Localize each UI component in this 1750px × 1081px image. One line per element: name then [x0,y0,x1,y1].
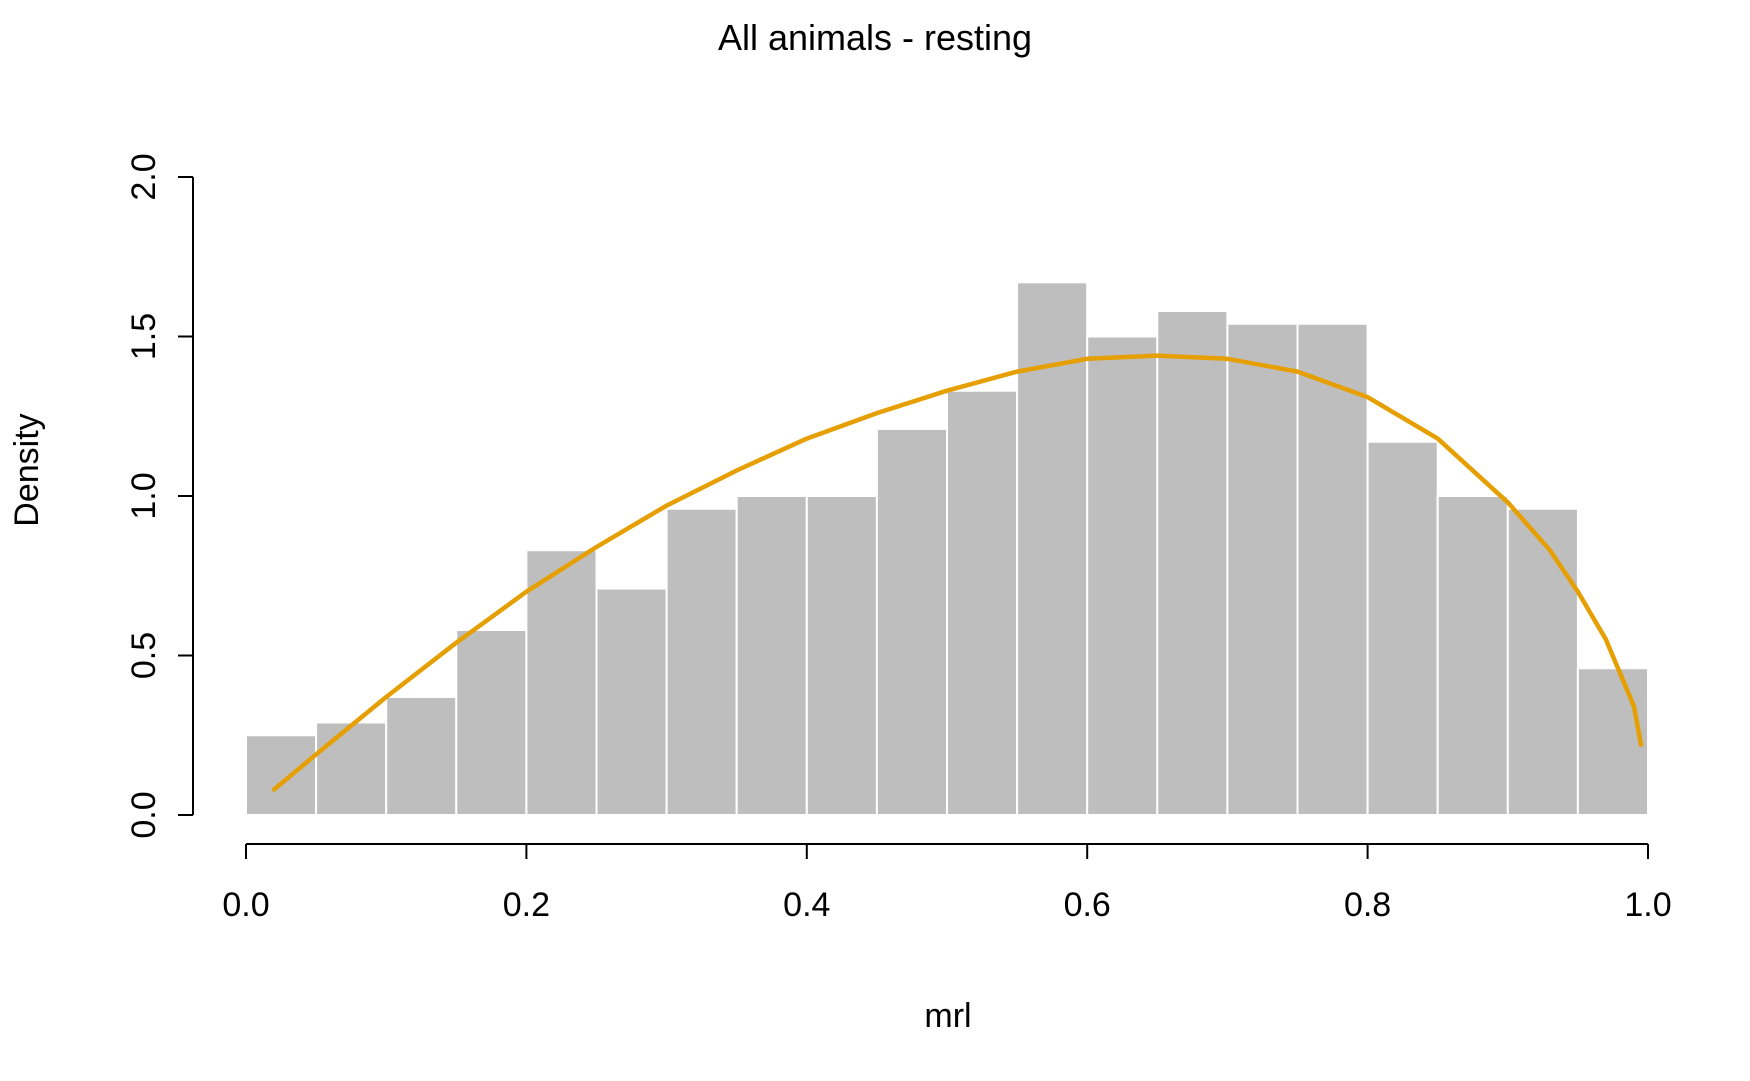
density-curve [271,353,1644,792]
x-axis-label: mrl [924,997,971,1035]
histogram-bar [1156,309,1229,816]
histogram-bar [315,721,388,816]
histogram-bar [1576,667,1650,817]
x-tick-label: 0.6 [1064,886,1111,924]
y-axis-label: Density [8,413,46,526]
histogram-bar [1506,507,1579,816]
histogram-bar [665,507,738,816]
x-tick-label: 0.2 [503,886,550,924]
x-tick-label: 0.4 [783,886,830,924]
y-tick-label: 0.5 [125,632,163,679]
histogram-bar [946,389,1019,816]
histogram-bar [1436,495,1509,816]
histogram-bar [735,495,808,816]
histogram-bar [385,695,458,816]
histogram-bar [525,549,598,816]
chart-title: All animals - resting [718,17,1032,58]
histogram-bar [595,587,668,817]
histogram-bar [245,734,318,816]
histogram-bars [245,281,1650,817]
histogram-bar [1086,335,1159,816]
x-tick-label: 1.0 [1624,886,1671,924]
density-curve-layer [271,353,1644,792]
y-tick-label: 2.0 [125,153,163,200]
histogram-bar [1296,322,1369,816]
y-tick-label: 1.0 [125,472,163,519]
x-tick-label: 0.8 [1344,886,1391,924]
histogram-bar [455,628,528,816]
y-axis: 0.0 0.5 1.0 1.5 2.0 [125,153,194,839]
histogram-bar [805,495,878,816]
histogram-bar [875,428,949,816]
histogram-bar [1226,322,1299,816]
x-tick-label: 0.0 [222,886,269,924]
histogram-bar [1366,440,1439,816]
x-axis: 0.0 0.2 0.4 0.6 0.8 1.0 [222,843,1672,924]
y-tick-label: 0.0 [125,791,163,838]
y-tick-label: 1.5 [125,313,163,360]
